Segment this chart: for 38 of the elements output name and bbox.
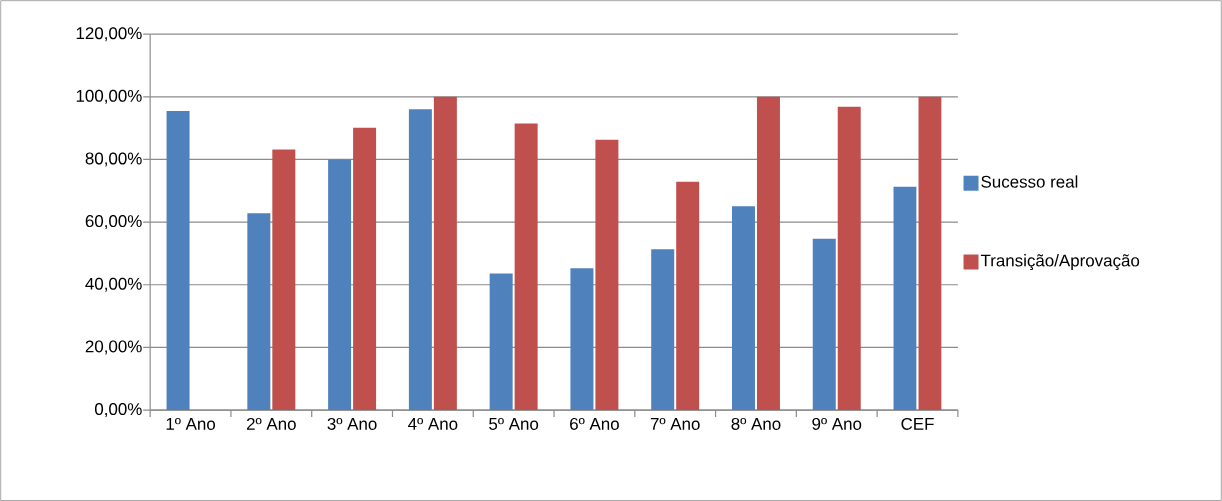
x-tick-label: 1º Ano	[166, 417, 216, 430]
bar	[676, 181, 700, 410]
x-tick-label: 5º Ano	[489, 417, 539, 430]
x-tick-label: 6º Ano	[570, 417, 619, 430]
bar	[489, 273, 513, 410]
y-tick-label: 40,00%	[85, 277, 142, 292]
y-tick-label: 100,00%	[76, 89, 142, 104]
bar	[570, 268, 594, 410]
bar	[893, 186, 917, 410]
bar	[918, 96, 942, 410]
bar	[651, 249, 675, 410]
bar	[756, 96, 780, 410]
y-tick-label: 20,00%	[85, 340, 142, 355]
bar	[595, 139, 619, 410]
y-tick-label: 120,00%	[76, 27, 142, 42]
bar	[812, 238, 836, 410]
bar	[247, 213, 271, 410]
x-tick-label: 4º Ano	[408, 417, 458, 430]
bar	[272, 149, 296, 410]
x-tick-label: CEF	[901, 417, 934, 430]
bar	[514, 123, 538, 410]
x-tick-label: 3º Ano	[327, 417, 377, 430]
x-tick-label: 7º Ano	[650, 417, 700, 430]
legend-label: Transição/Aprovação	[980, 253, 1140, 270]
bar	[731, 206, 755, 410]
bar	[353, 127, 377, 410]
y-tick-label: 80,00%	[85, 152, 142, 167]
bar	[328, 159, 352, 410]
bar	[408, 109, 432, 410]
y-tick-label: 0,00%	[94, 402, 142, 417]
bar	[433, 96, 457, 410]
y-tick-label: 60,00%	[85, 215, 142, 229]
bar	[837, 106, 861, 410]
legend-label: Sucesso real	[981, 175, 1078, 188]
x-tick-label: 2º Ano	[246, 417, 296, 430]
x-tick-label: 9º Ano	[812, 417, 862, 430]
bar	[166, 110, 190, 410]
x-tick-label: 8º Ano	[731, 417, 781, 430]
